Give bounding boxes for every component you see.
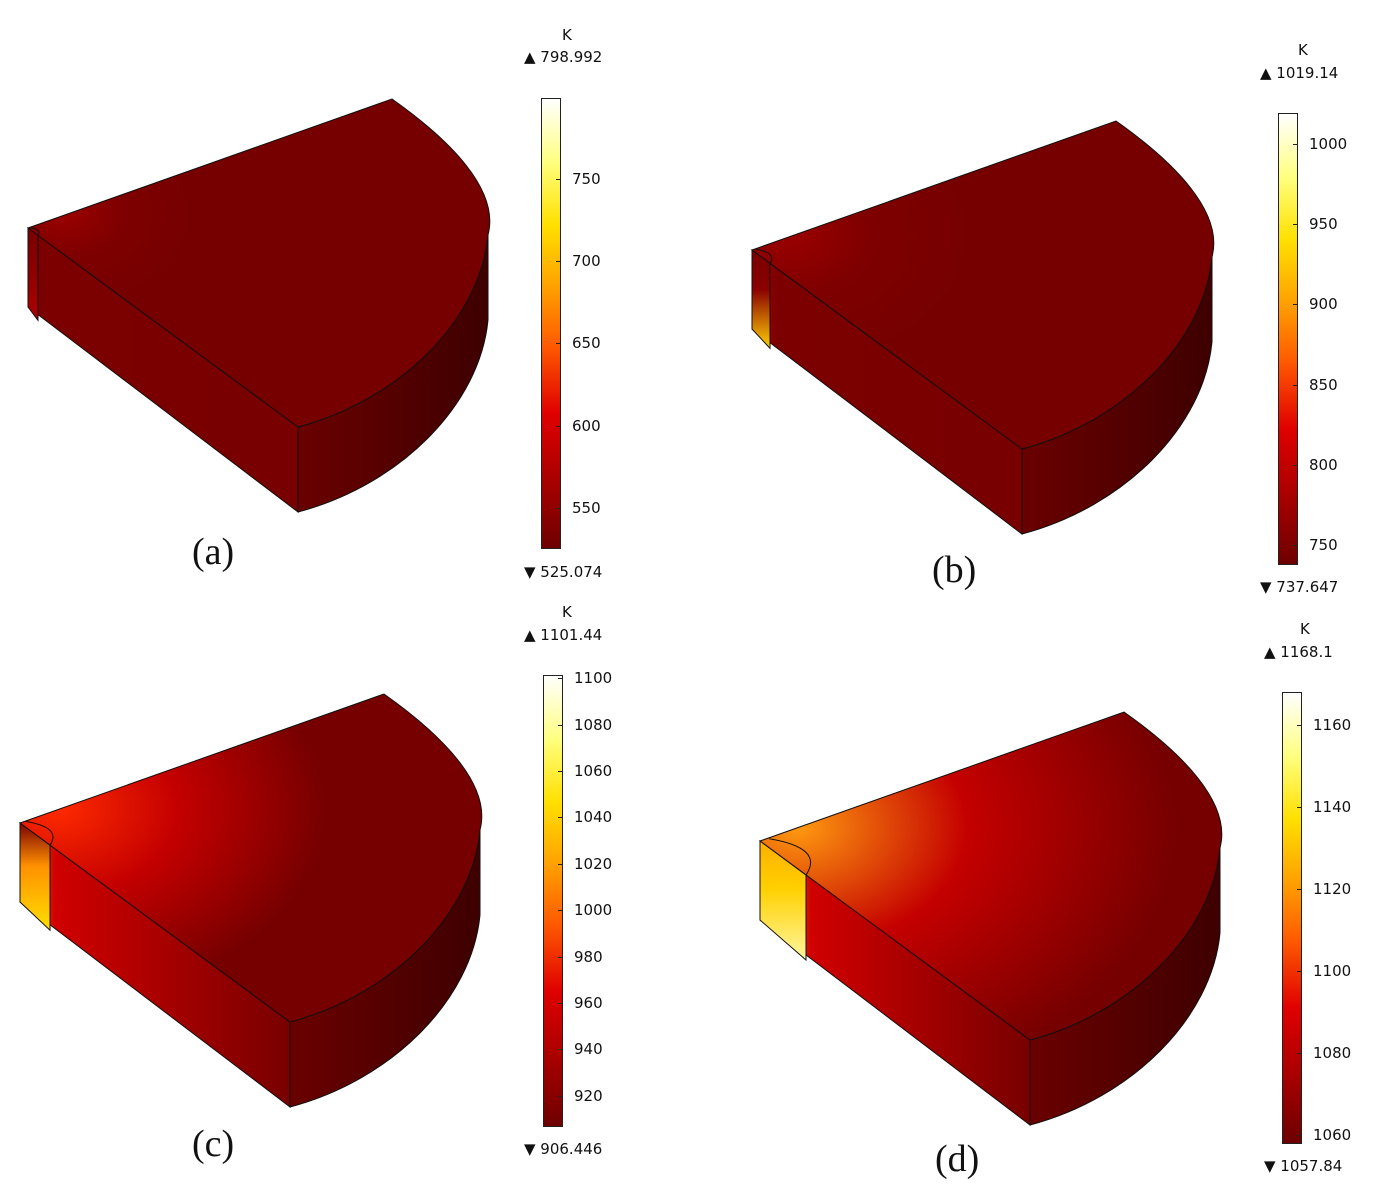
- colorbar-tick-label: 1080: [574, 715, 613, 734]
- colorbar-tick: [558, 771, 563, 773]
- colorbar-tick-label: 900: [1309, 295, 1338, 314]
- colorbar-tick: [1297, 1053, 1302, 1055]
- top-face: [750, 120, 1215, 450]
- caption-b: (b): [932, 549, 977, 591]
- colorbar-tick-label: 1100: [574, 669, 613, 688]
- max-label-b: ▲ 1019.14: [1260, 64, 1339, 82]
- colorbar-tick-label: 800: [1309, 455, 1338, 474]
- colorbar-tick: [556, 343, 561, 345]
- model-render-d: [758, 711, 1223, 1127]
- rod-boundary-arc: [755, 248, 773, 264]
- unit-label-a: K: [562, 26, 572, 44]
- colorbar-tick-label: 600: [572, 416, 601, 435]
- colorbar-tick-label: 750: [572, 169, 601, 188]
- inner-rod-face: [19, 822, 51, 932]
- rod-boundary-arc: [29, 227, 40, 236]
- inner-rod-face: [27, 227, 39, 322]
- colorbar-tick-label: 1080: [1313, 1044, 1352, 1063]
- colorbar-tick: [1297, 971, 1302, 973]
- colorbar-tick-label: 950: [1309, 215, 1338, 234]
- colorbar-tick-label: 1060: [1313, 1126, 1352, 1145]
- colorbar-tick: [558, 863, 563, 865]
- colorbar-tick: [556, 260, 561, 262]
- min-label-a: ▼ 525.074: [524, 563, 603, 581]
- top-face: [758, 711, 1223, 1041]
- colorbar-tick: [1293, 545, 1298, 547]
- rod-boundary-arc: [25, 821, 54, 846]
- unit-label-d: K: [1300, 620, 1310, 638]
- colorbar-tick-label: 1100: [1313, 962, 1352, 981]
- inner-rod-face: [759, 840, 807, 962]
- colorbar-tick: [1293, 304, 1298, 306]
- panel-b: (b) K ▲ 1019.14 1000 950 900 850 800 750 ▼ 73…: [692, 0, 1384, 600]
- panel-d: (d) K ▲ 1168.1 1160 1140 1120 1100 1080 1060 …: [692, 595, 1384, 1195]
- colorbar-tick: [556, 507, 561, 509]
- colorbar-tick: [558, 1002, 563, 1004]
- caption-c: (c): [192, 1123, 235, 1165]
- top-face: [18, 693, 483, 1023]
- colorbar-c: [543, 675, 563, 1127]
- model-render-c: [18, 693, 483, 1109]
- colorbar-tick-label: 1160: [1313, 716, 1352, 735]
- top-face: [26, 98, 491, 428]
- colorbar-d: [1282, 692, 1302, 1144]
- colorbar-tick-label: 1120: [1313, 880, 1352, 899]
- rod-boundary-arc: [769, 838, 812, 876]
- colorbar-tick: [558, 1095, 563, 1097]
- min-label-b: ▼ 737.647: [1260, 578, 1339, 596]
- colorbar-tick-label: 1060: [574, 762, 613, 781]
- colorbar-tick: [1297, 889, 1302, 891]
- colorbar-tick-label: 920: [574, 1086, 603, 1105]
- quarter-disk-b: [750, 120, 1215, 536]
- colorbar-tick-label: 1040: [574, 808, 613, 827]
- quarter-disk-d: [758, 711, 1223, 1127]
- colorbar-tick-label: 1020: [574, 854, 613, 873]
- max-label-c: ▲ 1101.44: [524, 626, 603, 644]
- min-label-c: ▼ 906.446: [524, 1140, 603, 1158]
- colorbar-tick: [1297, 725, 1302, 727]
- panel-c: (c) K ▲ 1101.44 1100 1080 1060 1040 1020 1000…: [0, 595, 692, 1195]
- colorbar-tick: [556, 178, 561, 180]
- colorbar-tick: [1293, 464, 1298, 466]
- unit-label-b: K: [1298, 41, 1308, 59]
- colorbar-tick-label: 750: [1309, 536, 1338, 555]
- colorbar-tick-label: 960: [574, 993, 603, 1012]
- unit-label-c: K: [562, 603, 572, 621]
- colorbar-tick: [1293, 143, 1298, 145]
- colorbar-b: [1278, 113, 1298, 565]
- colorbar-tick: [558, 724, 563, 726]
- caption-d: (d): [935, 1138, 980, 1180]
- colorbar-tick: [1297, 807, 1302, 809]
- colorbar-a: [541, 98, 561, 549]
- min-label-d: ▼ 1057.84: [1264, 1157, 1343, 1175]
- max-label-d: ▲ 1168.1: [1264, 643, 1333, 661]
- colorbar-tick: [558, 678, 563, 680]
- colorbar-tick-label: 1000: [1309, 134, 1348, 153]
- colorbar-tick: [1293, 224, 1298, 226]
- colorbar-tick-label: 980: [574, 947, 603, 966]
- caption-a: (a): [192, 531, 235, 573]
- quarter-disk-c: [18, 693, 483, 1109]
- colorbar-tick: [556, 425, 561, 427]
- colorbar-tick: [1297, 1135, 1302, 1137]
- colorbar-tick-label: 550: [572, 498, 601, 517]
- colorbar-tick: [558, 910, 563, 912]
- inner-rod-face: [751, 249, 771, 350]
- colorbar-tick-label: 940: [574, 1040, 603, 1059]
- panel-a: (a) K ▲ 798.992 750 700 650 600 550 ▼ 525.07…: [0, 0, 692, 600]
- colorbar-tick-label: 1140: [1313, 798, 1352, 817]
- quarter-disk-a: [26, 98, 491, 514]
- colorbar-tick-label: 650: [572, 334, 601, 353]
- max-label-a: ▲ 798.992: [524, 48, 603, 66]
- colorbar-tick: [1293, 384, 1298, 386]
- model-render-b: [750, 120, 1215, 536]
- colorbar-tick: [558, 956, 563, 958]
- model-render-a: [26, 98, 491, 514]
- colorbar-tick: [558, 1049, 563, 1051]
- colorbar-tick: [558, 817, 563, 819]
- colorbar-tick-label: 850: [1309, 375, 1338, 394]
- colorbar-tick-label: 700: [572, 251, 601, 270]
- colorbar-tick-label: 1000: [574, 901, 613, 920]
